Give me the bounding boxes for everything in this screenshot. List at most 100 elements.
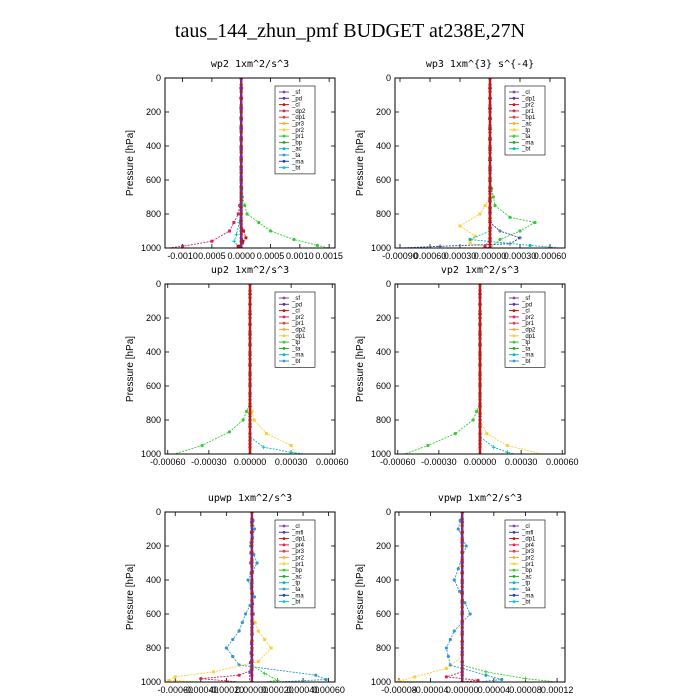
series-marker [261,445,266,450]
legend-label: _cl [291,524,300,530]
zero-profile-marker [478,364,482,368]
series-marker [181,244,185,248]
zero-profile-marker [248,370,252,374]
legend-label: _bt [291,166,301,172]
legend-label: _cl [521,309,530,315]
series-marker [523,676,528,681]
x-tick-label: -0.00030 [421,457,457,467]
x-tick-label: -0.00008 [381,685,417,695]
x-tick-label: -0.00020 [209,685,245,695]
plot-frame [394,511,566,683]
zero-profile-marker [250,612,254,616]
legend-label: _dp1 [291,537,306,543]
legend-marker [512,96,516,100]
series-marker [491,195,495,199]
series-marker [256,660,260,664]
zero-profile-marker [488,103,492,107]
series-marker [257,220,261,225]
series-group [167,512,328,682]
x-tick-label: 0.00060 [414,251,447,261]
legend-label: _bp1 [521,115,536,121]
series-marker [231,637,235,642]
legend-label: _pr3 [291,549,305,555]
legend-marker [512,537,516,540]
zero-profile-marker [248,330,252,334]
zero-profile-marker [488,185,492,189]
legend-label: _pr2 [521,556,535,562]
x-tick-label: -0.00090 [382,251,418,261]
legend-label: _cl [291,309,300,315]
zero-profile-marker [478,336,482,340]
y-tick-label: 1000 [141,677,161,687]
chart-title: vpwp 1xm^2/s^3 [438,493,522,504]
legend-label: _pd [521,302,532,308]
series-marker [314,673,318,677]
series-line [398,512,463,682]
zero-profile-marker [248,384,252,388]
legend-label: _bt [521,147,531,153]
zero-profile-marker [248,445,252,449]
zero-profile-marker [248,357,252,361]
zero-profile-marker [488,151,492,155]
zero-profile-marker [248,364,252,368]
legend-label: _mfl [291,530,303,536]
legend-marker [282,321,286,325]
y-tick-label: 400 [146,141,161,151]
zero-profile-marker [248,438,252,442]
legend-marker [282,90,286,94]
legend-marker [282,109,286,113]
series-marker [457,589,462,593]
legend-label: _dp1 [521,96,536,102]
legend-marker [512,302,516,306]
legend-label: _ma [291,159,304,165]
zero-profile-marker [248,425,252,429]
y-tick-label: 600 [146,381,161,391]
zero-profile-marker [478,425,482,429]
legend-label: _mfl [521,530,533,536]
series-marker [231,654,235,659]
x-tick-label: -0.00060 [380,457,416,467]
chart-panel-4: vp2 1xm^2/s^3 Pressure [hPa] 0 200 400 600 800… [355,265,579,467]
zero-profile-marker [250,551,254,555]
legend-label: _pr2 [521,103,535,109]
series-marker [200,443,204,448]
series-marker [236,212,240,216]
zero-profile-marker [250,578,254,582]
zero-profile-marker [460,612,464,616]
zero-profile-marker [460,660,464,664]
x-tick-label: 0.00000 [234,457,267,467]
y-axis-label: Pressure [hPa] [355,564,366,630]
zero-profile-marker [460,639,464,643]
y-axis-label: Pressure [hPa] [125,564,136,630]
legend-marker [282,347,286,350]
series-marker [243,203,247,208]
legend-label: _pr1 [291,562,305,568]
legend-label: _bp [291,140,303,146]
zero-profile-marker [478,302,482,306]
series-marker [244,236,248,240]
zero-profile-marker [478,316,482,320]
legend-label: _pr2 [521,315,535,321]
zero-profile-marker [239,137,243,141]
series-marker [444,666,448,670]
y-tick-label: 0 [156,507,161,517]
y-tick-label: 400 [376,141,391,151]
zero-profile-marker [248,432,252,436]
legend-marker [282,530,286,534]
zero-profile-marker [460,598,464,603]
x-tick-label: 0.00000 [446,685,479,695]
legend-marker [512,141,516,144]
plot-frame [164,77,336,249]
legend-marker [512,321,516,325]
zero-profile-marker [488,164,492,168]
y-axis-label: Pressure [hPa] [125,130,136,196]
x-tick-label: 0.00030 [444,251,477,261]
y-tick-label: 400 [146,347,161,357]
zero-profile-marker [250,639,254,643]
series-marker [533,220,537,225]
x-tick-label: 0.0005 [257,251,285,261]
zero-profile-marker [488,205,492,209]
zero-profile-marker [250,632,254,637]
y-tick-label: 800 [146,209,161,219]
